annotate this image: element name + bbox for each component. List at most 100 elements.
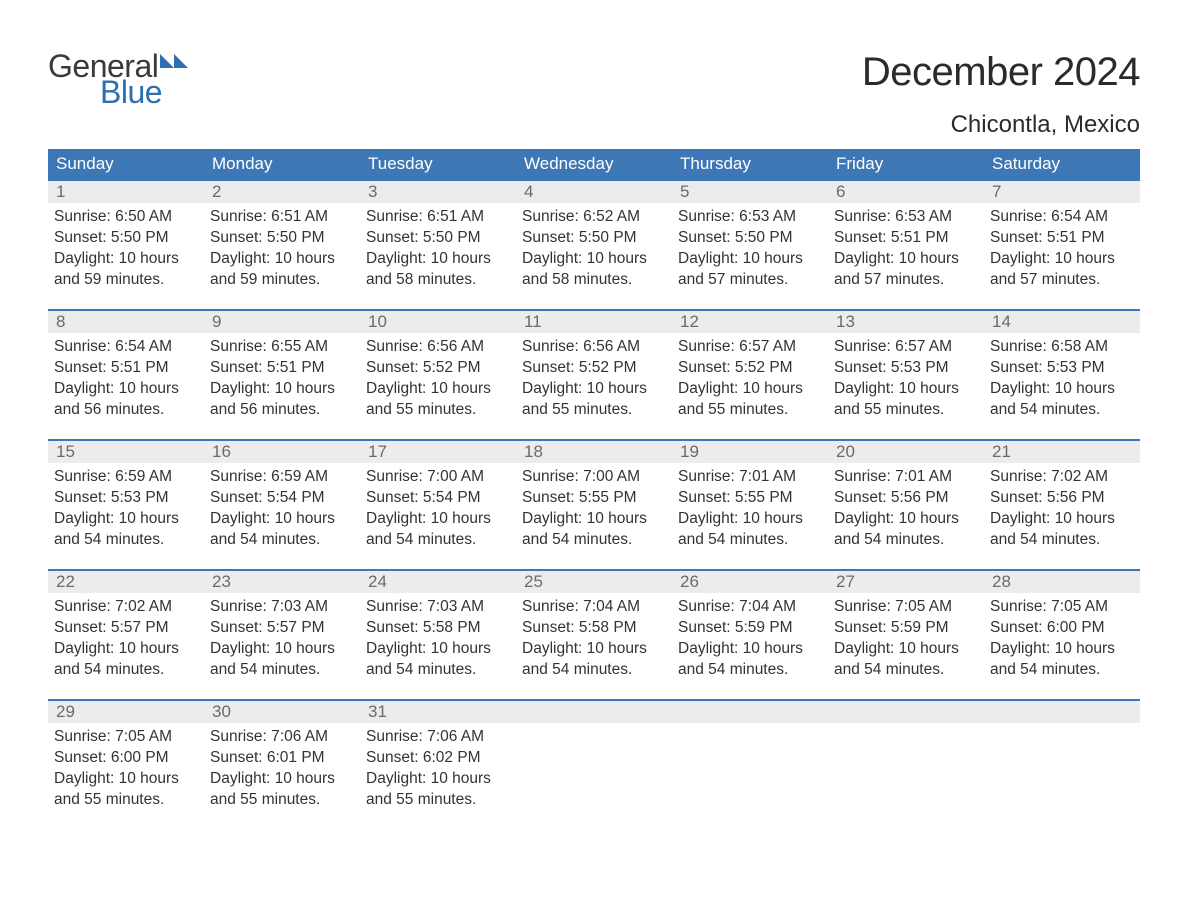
day-number: 22 xyxy=(48,571,204,593)
day-sunset: Sunset: 5:52 PM xyxy=(678,358,822,379)
day-sunset: Sunset: 5:52 PM xyxy=(522,358,666,379)
weekday-header: Sunday Monday Tuesday Wednesday Thursday… xyxy=(48,149,1140,179)
day-daylight2: and 54 minutes. xyxy=(834,530,978,551)
day-sunrise: Sunrise: 7:05 AM xyxy=(54,727,198,748)
day-daylight1: Daylight: 10 hours xyxy=(834,509,978,530)
day-sunset: Sunset: 5:55 PM xyxy=(522,488,666,509)
day-daylight1: Daylight: 10 hours xyxy=(54,769,198,790)
day-number: 19 xyxy=(672,441,828,463)
day-cell: 19 Sunrise: 7:01 AMSunset: 5:55 PMDayligh… xyxy=(672,441,828,569)
day-sunrise: Sunrise: 6:53 AM xyxy=(834,207,978,228)
day-daylight2: and 59 minutes. xyxy=(54,270,198,291)
day-daylight1: Daylight: 10 hours xyxy=(210,379,354,400)
day-number: 17 xyxy=(360,441,516,463)
day-daylight1: Daylight: 10 hours xyxy=(990,379,1134,400)
day-number: 5 xyxy=(672,181,828,203)
day-number: 29 xyxy=(48,701,204,723)
day-cell: 12Sunrise: 6:57 AMSunset: 5:52 PMDayligh… xyxy=(672,311,828,439)
day-number xyxy=(828,701,984,723)
day-daylight2: and 56 minutes. xyxy=(54,400,198,421)
day-cell: 14Sunrise: 6:58 AMSunset: 5:53 PMDayligh… xyxy=(984,311,1140,439)
day-daylight2: and 55 minutes. xyxy=(366,790,510,811)
day-daylight1: Daylight: 10 hours xyxy=(366,509,510,530)
day-sunrise: Sunrise: 7:03 AM xyxy=(210,597,354,618)
day-content: Sunrise: 7:06 AMSunset: 6:02 PMDaylight:… xyxy=(366,727,510,811)
day-content: Sunrise: 6:51 AMSunset: 5:50 PMDaylight:… xyxy=(366,207,510,291)
day-daylight1: Daylight: 10 hours xyxy=(678,509,822,530)
day-daylight2: and 54 minutes. xyxy=(990,400,1134,421)
logo-word2: Blue xyxy=(100,76,188,108)
day-daylight2: and 59 minutes. xyxy=(210,270,354,291)
day-sunset: Sunset: 5:55 PM xyxy=(678,488,822,509)
day-sunrise: Sunrise: 6:57 AM xyxy=(834,337,978,358)
day-sunrise: Sunrise: 6:52 AM xyxy=(522,207,666,228)
day-sunrise: Sunrise: 6:59 AM xyxy=(210,467,354,488)
day-content: Sunrise: 7:03 AMSunset: 5:58 PMDaylight:… xyxy=(366,597,510,681)
day-number xyxy=(516,701,672,723)
day-cell: 31Sunrise: 7:06 AMSunset: 6:02 PMDayligh… xyxy=(360,701,516,829)
day-daylight1: Daylight: 10 hours xyxy=(834,379,978,400)
day-sunrise: Sunrise: 6:57 AM xyxy=(678,337,822,358)
day-cell: 27Sunrise: 7:05 AMSunset: 5:59 PMDayligh… xyxy=(828,571,984,699)
day-content: Sunrise: 7:05 AMSunset: 5:59 PMDaylight:… xyxy=(834,597,978,681)
day-sunset: Sunset: 5:54 PM xyxy=(366,488,510,509)
day-number: 9 xyxy=(204,311,360,333)
day-content: Sunrise: 7:03 AMSunset: 5:57 PMDaylight:… xyxy=(210,597,354,681)
day-daylight2: and 58 minutes. xyxy=(366,270,510,291)
day-daylight2: and 57 minutes. xyxy=(678,270,822,291)
day-daylight1: Daylight: 10 hours xyxy=(366,639,510,660)
day-sunset: Sunset: 5:53 PM xyxy=(834,358,978,379)
day-sunset: Sunset: 6:00 PM xyxy=(990,618,1134,639)
week-row: 15Sunrise: 6:59 AMSunset: 5:53 PMDayligh… xyxy=(48,439,1140,569)
day-daylight1: Daylight: 10 hours xyxy=(678,639,822,660)
weekday-thu: Thursday xyxy=(672,154,828,174)
day-number: 16 xyxy=(204,441,360,463)
day-content: Sunrise: 6:53 AMSunset: 5:50 PMDaylight:… xyxy=(678,207,822,291)
day-daylight1: Daylight: 10 hours xyxy=(54,639,198,660)
day-content: Sunrise: 7:06 AMSunset: 6:01 PMDaylight:… xyxy=(210,727,354,811)
day-number: 18 xyxy=(516,441,672,463)
day-sunrise: Sunrise: 7:01 AM xyxy=(678,467,822,488)
day-daylight2: and 55 minutes. xyxy=(366,400,510,421)
day-cell: 17 Sunrise: 7:00 AMSunset: 5:54 PMDayligh… xyxy=(360,441,516,569)
day-daylight1: Daylight: 10 hours xyxy=(834,249,978,270)
day-cell: 13Sunrise: 6:57 AMSunset: 5:53 PMDayligh… xyxy=(828,311,984,439)
day-sunset: Sunset: 6:00 PM xyxy=(54,748,198,769)
day-cell: 28Sunrise: 7:05 AMSunset: 6:00 PMDayligh… xyxy=(984,571,1140,699)
day-sunset: Sunset: 5:51 PM xyxy=(990,228,1134,249)
day-cell xyxy=(828,701,984,829)
day-daylight2: and 54 minutes. xyxy=(522,660,666,681)
day-daylight2: and 55 minutes. xyxy=(210,790,354,811)
weekday-mon: Monday xyxy=(204,154,360,174)
day-cell: 20Sunrise: 7:01 AMSunset: 5:56 PMDayligh… xyxy=(828,441,984,569)
day-daylight1: Daylight: 10 hours xyxy=(990,249,1134,270)
day-number: 8 xyxy=(48,311,204,333)
day-daylight2: and 54 minutes. xyxy=(54,530,198,551)
day-content: Sunrise: 6:57 AMSunset: 5:53 PMDaylight:… xyxy=(834,337,978,421)
day-cell xyxy=(672,701,828,829)
day-content: Sunrise: 6:57 AMSunset: 5:52 PMDaylight:… xyxy=(678,337,822,421)
day-sunrise: Sunrise: 6:56 AM xyxy=(366,337,510,358)
day-daylight1: Daylight: 10 hours xyxy=(210,639,354,660)
day-content: Sunrise: 7:05 AMSunset: 6:00 PMDaylight:… xyxy=(54,727,198,811)
header: General Blue December 2024 Chicontla, Me… xyxy=(48,50,1140,139)
day-sunset: Sunset: 5:51 PM xyxy=(54,358,198,379)
day-sunset: Sunset: 5:53 PM xyxy=(990,358,1134,379)
day-sunset: Sunset: 5:50 PM xyxy=(678,228,822,249)
day-cell: 7Sunrise: 6:54 AMSunset: 5:51 PMDaylight… xyxy=(984,181,1140,309)
day-sunrise: Sunrise: 7:00 AM xyxy=(366,467,510,488)
day-daylight2: and 58 minutes. xyxy=(522,270,666,291)
day-sunset: Sunset: 5:53 PM xyxy=(54,488,198,509)
day-daylight2: and 54 minutes. xyxy=(990,660,1134,681)
day-cell: 23Sunrise: 7:03 AMSunset: 5:57 PMDayligh… xyxy=(204,571,360,699)
day-daylight1: Daylight: 10 hours xyxy=(366,379,510,400)
day-daylight1: Daylight: 10 hours xyxy=(366,769,510,790)
day-sunset: Sunset: 5:50 PM xyxy=(366,228,510,249)
week-row: 8Sunrise: 6:54 AMSunset: 5:51 PMDaylight… xyxy=(48,309,1140,439)
day-daylight2: and 54 minutes. xyxy=(678,530,822,551)
week-row: 1Sunrise: 6:50 AMSunset: 5:50 PMDaylight… xyxy=(48,179,1140,309)
day-content: Sunrise: 7:01 AMSunset: 5:56 PMDaylight:… xyxy=(834,467,978,551)
day-content: Sunrise: 6:59 AMSunset: 5:54 PMDaylight:… xyxy=(210,467,354,551)
day-daylight1: Daylight: 10 hours xyxy=(54,379,198,400)
day-daylight2: and 54 minutes. xyxy=(678,660,822,681)
